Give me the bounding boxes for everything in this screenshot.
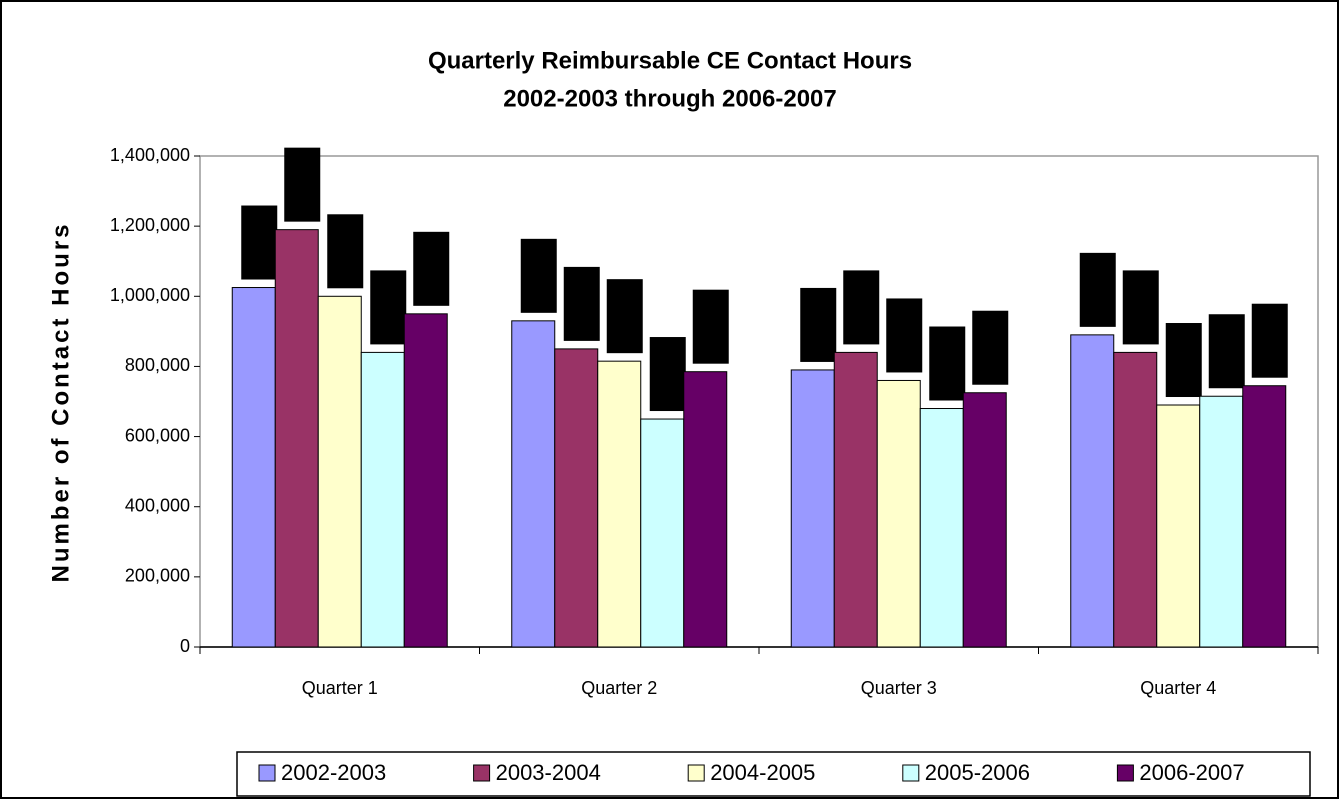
x-tick-label: Quarter 1 bbox=[302, 678, 378, 698]
legend-swatch bbox=[473, 764, 491, 782]
chart-subtitle: 2002-2003 through 2006-2007 bbox=[503, 85, 837, 112]
y-tick-label: 0 bbox=[180, 636, 190, 656]
data-label-box bbox=[1122, 270, 1159, 345]
bar bbox=[274, 229, 319, 648]
y-tick-label: 400,000 bbox=[125, 495, 190, 515]
bar bbox=[919, 408, 964, 648]
data-label-box bbox=[284, 147, 321, 222]
bar bbox=[833, 351, 878, 648]
data-label-box bbox=[800, 287, 837, 362]
legend-box bbox=[236, 751, 1311, 797]
legend-label: 2002-2003 bbox=[281, 760, 386, 785]
legend-swatch bbox=[687, 764, 705, 782]
bar bbox=[231, 287, 276, 648]
data-label-box bbox=[1079, 252, 1116, 327]
bar bbox=[511, 320, 556, 648]
data-label-box bbox=[929, 326, 966, 401]
legend-label: 2004-2005 bbox=[710, 760, 815, 785]
x-tick-label: Quarter 2 bbox=[581, 678, 657, 698]
bar bbox=[640, 418, 685, 648]
data-label-box bbox=[563, 266, 600, 341]
y-tick-label: 1,000,000 bbox=[110, 285, 190, 305]
data-label-box bbox=[972, 310, 1009, 385]
data-label-box bbox=[520, 238, 557, 313]
bar bbox=[317, 295, 362, 648]
bar bbox=[360, 351, 405, 648]
data-label-box bbox=[843, 270, 880, 345]
legend-label: 2003-2004 bbox=[496, 760, 601, 785]
bar bbox=[1070, 334, 1115, 648]
bar bbox=[1113, 351, 1158, 648]
legend-label: 2006-2007 bbox=[1139, 760, 1244, 785]
bar bbox=[597, 360, 642, 648]
y-tick-label: 600,000 bbox=[125, 425, 190, 445]
y-axis-label: Number of Contact Hours bbox=[47, 221, 74, 582]
legend-swatch bbox=[258, 764, 276, 782]
y-tick-label: 200,000 bbox=[125, 566, 190, 586]
data-label-box bbox=[1208, 314, 1245, 389]
data-label-box bbox=[1165, 323, 1202, 398]
bar bbox=[403, 313, 448, 648]
data-label-box bbox=[327, 214, 364, 289]
legend-swatch bbox=[1116, 764, 1134, 782]
y-tick-label: 800,000 bbox=[125, 355, 190, 375]
bar bbox=[876, 379, 921, 648]
data-label-box bbox=[413, 231, 450, 306]
data-label-box bbox=[692, 289, 729, 364]
data-label-box bbox=[886, 298, 923, 373]
bar bbox=[790, 369, 835, 648]
chart-title: Quarterly Reimbursable CE Contact Hours bbox=[428, 47, 912, 74]
bar bbox=[1199, 395, 1244, 648]
data-label-box bbox=[606, 279, 643, 354]
bar bbox=[1156, 404, 1201, 648]
data-label-box bbox=[241, 205, 278, 280]
data-label-box bbox=[370, 270, 407, 345]
x-tick-label: Quarter 3 bbox=[861, 678, 937, 698]
data-label-box bbox=[1251, 303, 1288, 378]
bar bbox=[683, 371, 728, 648]
legend-label: 2005-2006 bbox=[925, 760, 1030, 785]
bar bbox=[962, 392, 1007, 648]
y-tick-label: 1,400,000 bbox=[110, 145, 190, 165]
bar bbox=[1242, 385, 1287, 648]
legend-swatch bbox=[902, 764, 920, 782]
bar bbox=[554, 348, 599, 648]
x-tick-label: Quarter 4 bbox=[1140, 678, 1216, 698]
data-label-box bbox=[649, 337, 686, 412]
y-tick-label: 1,200,000 bbox=[110, 215, 190, 235]
